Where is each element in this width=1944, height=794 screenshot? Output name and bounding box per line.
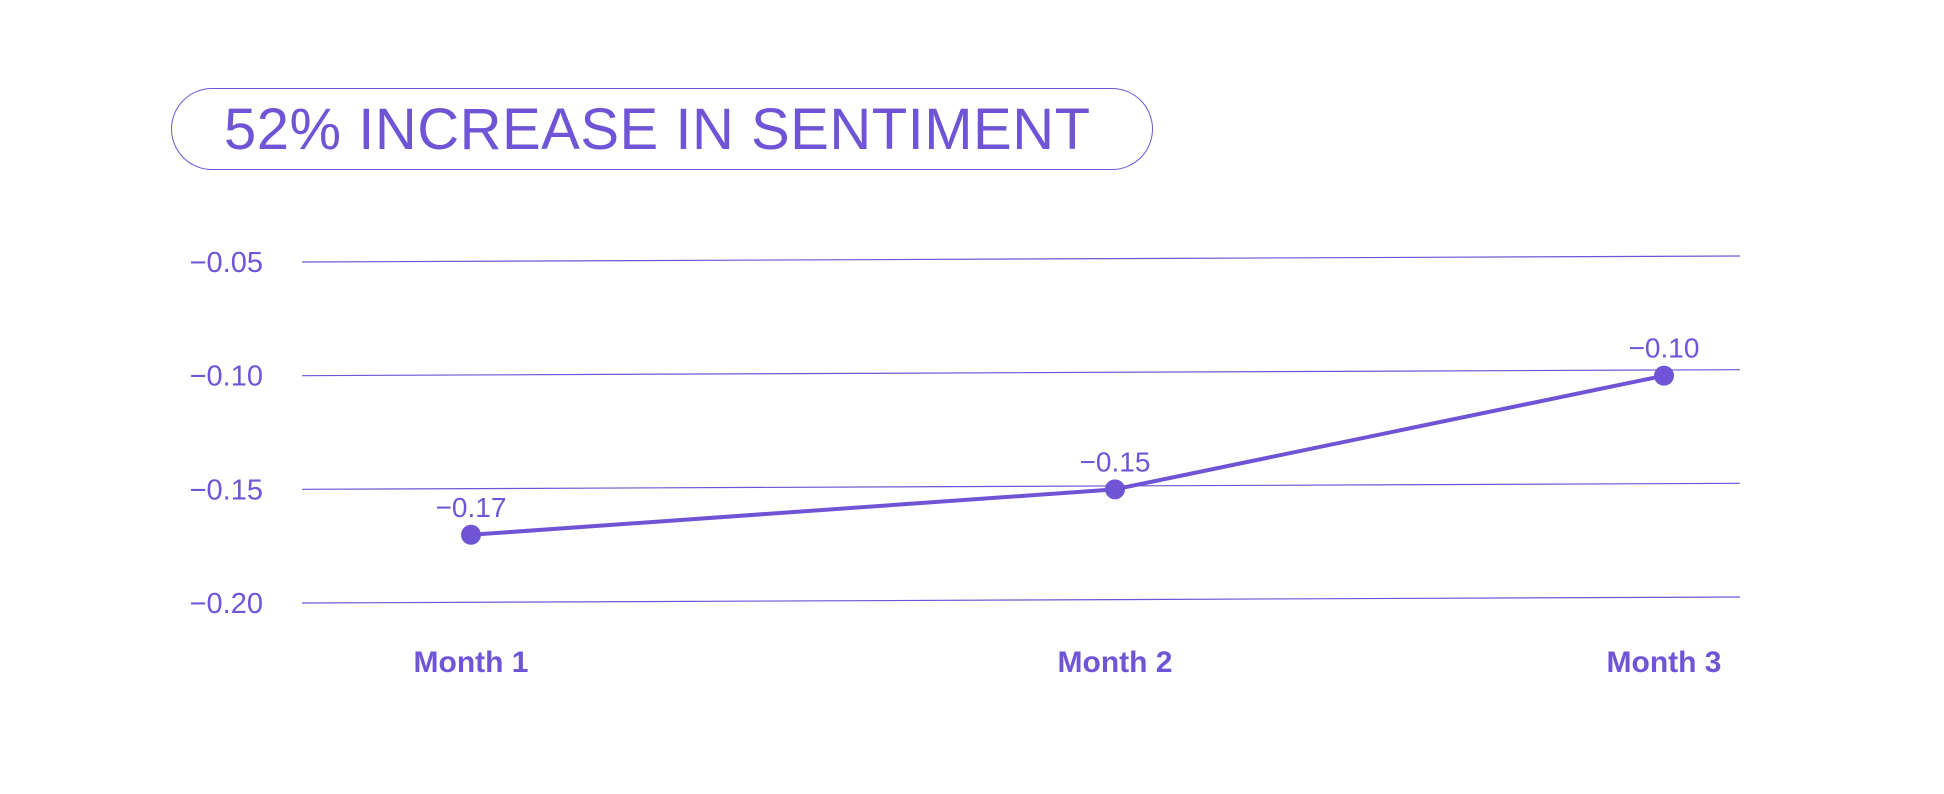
gridline — [301, 255, 1741, 263]
x-category-label: Month 2 — [1058, 646, 1173, 679]
gridline — [301, 596, 1741, 604]
data-label: −0.17 — [436, 492, 507, 523]
data-labels: −0.17 −0.15 −0.10 — [436, 333, 1700, 523]
data-point — [461, 524, 481, 545]
x-axis-category-labels: Month 1 Month 2 Month 3 — [414, 646, 1722, 679]
x-category-label: Month 1 — [414, 646, 529, 679]
gridline — [301, 482, 1741, 490]
series-line-layer — [469, 373, 1666, 537]
y-tick-label: −0.05 — [190, 247, 263, 279]
y-axis-tick-labels: −0.05 −0.10 −0.15 −0.20 — [190, 247, 263, 620]
gridlines — [301, 255, 1741, 604]
y-tick-label: −0.15 — [190, 474, 263, 506]
data-label: −0.10 — [1629, 333, 1700, 364]
series-line — [469, 373, 1666, 537]
gridline — [301, 369, 1741, 377]
data-point — [1654, 365, 1674, 386]
y-tick-label: −0.20 — [190, 588, 263, 620]
data-label: −0.15 — [1080, 446, 1151, 477]
x-category-label: Month 3 — [1607, 646, 1722, 679]
chart-title: 52% INCREASE IN SENTIMENT — [224, 96, 1091, 162]
y-tick-label: −0.10 — [190, 361, 263, 393]
data-point — [1105, 479, 1125, 500]
data-points — [461, 365, 1674, 545]
chart-title-pill: 52% INCREASE IN SENTIMENT — [171, 88, 1153, 170]
